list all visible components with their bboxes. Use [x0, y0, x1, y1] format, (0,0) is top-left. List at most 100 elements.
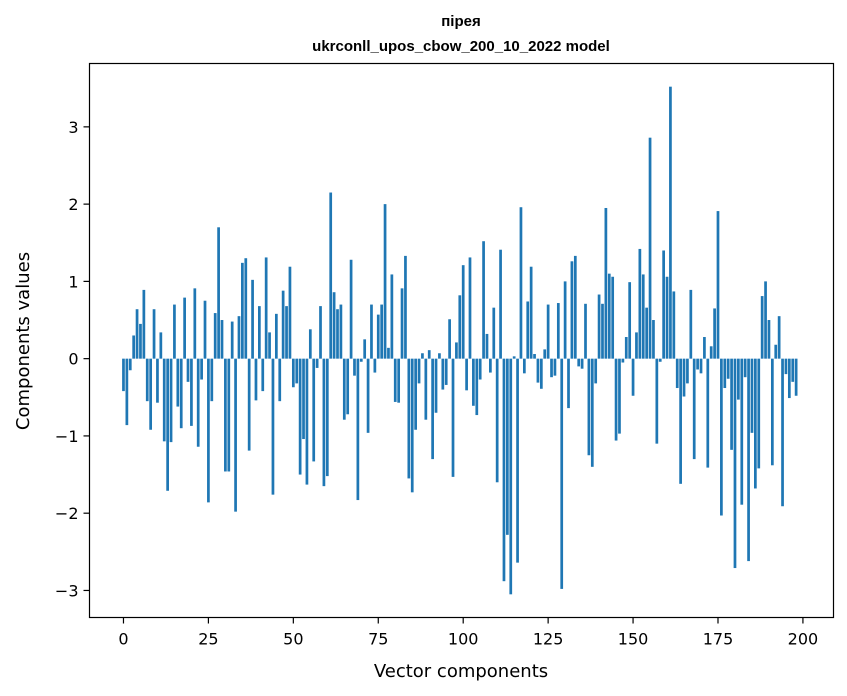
bar-52 [298, 358, 302, 475]
bar-65 [342, 358, 346, 420]
x-axis-ticks: 0 25 50 75 100 125 150 175 200 [118, 617, 818, 649]
bar-55 [308, 329, 312, 359]
bar-134 [577, 358, 581, 367]
bar-31 [227, 358, 231, 472]
bar-41 [261, 358, 265, 392]
bar-153 [641, 274, 645, 359]
bar-198 [794, 358, 798, 396]
bar-182 [740, 358, 744, 505]
bar-130 [563, 281, 567, 359]
bar-135 [580, 358, 584, 369]
bar-47 [281, 290, 285, 359]
bar-53 [302, 358, 305, 440]
bar-176 [720, 358, 723, 516]
bar-158 [658, 358, 662, 362]
bar-151 [635, 332, 638, 359]
bar-139 [594, 358, 598, 384]
bar-175 [716, 211, 720, 359]
bar-124 [543, 349, 547, 359]
bar-9 [152, 309, 156, 359]
bar-37 [247, 358, 251, 451]
bar-117 [519, 207, 523, 359]
bar-131 [567, 358, 570, 409]
bar-24 [203, 300, 207, 359]
bar-14 [169, 358, 173, 443]
bar-74 [373, 358, 377, 373]
bar-30 [224, 358, 227, 472]
bar-50 [291, 358, 295, 388]
bar-77 [383, 204, 387, 359]
bar-106 [482, 241, 485, 359]
bar-23 [200, 358, 203, 380]
bar-34 [237, 316, 241, 359]
bar-26 [210, 358, 214, 402]
bar-127 [553, 358, 557, 376]
bar-111 [499, 249, 502, 359]
bar-75 [376, 314, 380, 359]
bar-136 [584, 303, 587, 359]
bar-167 [689, 289, 693, 359]
bar-72 [366, 358, 370, 433]
bar-78 [387, 347, 390, 359]
bar-148 [624, 337, 628, 359]
bar-71 [363, 339, 367, 359]
bar-191 [770, 358, 774, 466]
bar-98 [455, 342, 458, 359]
y-tick-label: −3 [55, 581, 79, 600]
x-tick-label: 25 [198, 630, 218, 649]
bar-196 [787, 358, 791, 399]
bar-140 [597, 294, 601, 359]
bar-1 [125, 358, 129, 426]
bar-193 [777, 316, 781, 359]
bar-142 [604, 207, 608, 359]
y-tick-label: −1 [55, 427, 79, 446]
bar-40 [258, 306, 261, 359]
bar-36 [244, 258, 248, 359]
bar-101 [465, 358, 468, 391]
bar-95 [444, 358, 448, 385]
bar-179 [730, 358, 733, 450]
bar-45 [274, 313, 278, 359]
x-tick-label: 125 [533, 630, 564, 649]
x-tick-label: 75 [368, 630, 388, 649]
bar-76 [380, 304, 384, 359]
bar-4 [135, 309, 139, 359]
bar-93 [438, 353, 441, 359]
bar-172 [706, 358, 710, 468]
bar-27 [213, 313, 217, 359]
bar-8 [149, 358, 153, 430]
bar-54 [305, 358, 309, 485]
bar-147 [621, 358, 625, 363]
bar-94 [441, 358, 445, 390]
bar-164 [679, 358, 682, 484]
bar-series [122, 86, 798, 595]
bar-82 [400, 288, 404, 359]
bar-38 [251, 279, 254, 359]
bar-143 [607, 273, 611, 359]
bar-81 [397, 358, 401, 403]
bar-169 [696, 358, 699, 370]
bar-190 [767, 320, 771, 359]
bar-189 [764, 281, 767, 359]
bar-105 [478, 358, 482, 380]
bar-25 [207, 358, 210, 503]
bar-185 [750, 358, 754, 433]
bar-156 [652, 320, 655, 359]
bar-171 [703, 337, 706, 359]
bar-114 [509, 358, 513, 595]
x-tick-label: 50 [283, 630, 303, 649]
chart-subtitle: ukrconll_upos_cbow_200_10_2022 model [312, 38, 610, 55]
bar-22 [196, 358, 200, 447]
bar-197 [791, 358, 795, 382]
bar-46 [278, 358, 282, 402]
y-tick-label: 0 [68, 350, 78, 369]
bar-69 [356, 358, 360, 501]
bar-39 [254, 358, 258, 401]
bar-11 [159, 332, 163, 359]
bar-49 [288, 266, 292, 359]
bar-44 [271, 358, 275, 495]
bar-33 [234, 358, 237, 512]
y-axis-label: Components values [13, 252, 34, 430]
bar-10 [156, 358, 159, 403]
